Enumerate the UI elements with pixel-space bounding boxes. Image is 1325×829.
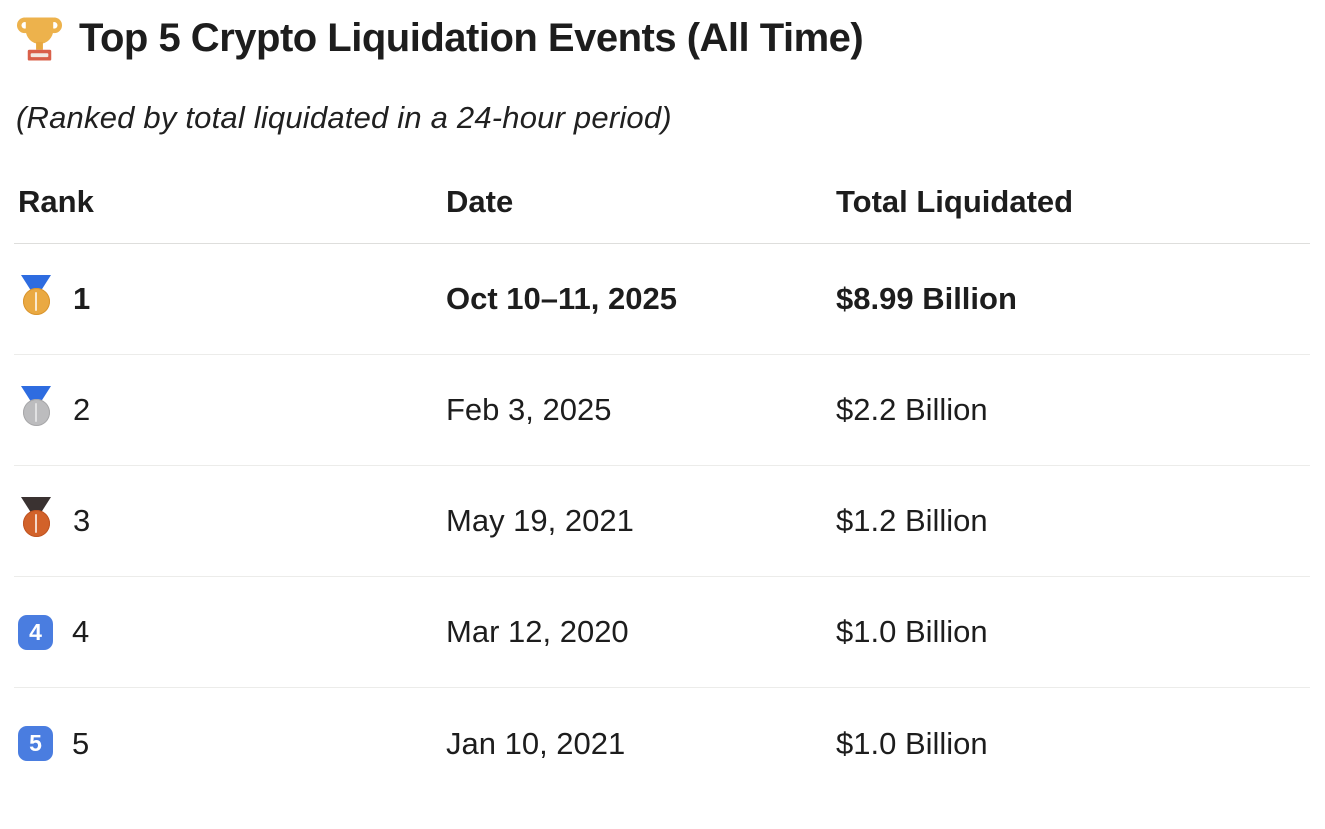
table-row: 2 Feb 3, 2025 $2.2 Billion	[14, 355, 1310, 466]
total-liquidated-value: $2.2 Billion	[836, 392, 988, 427]
rank-value: 2	[73, 392, 91, 427]
date-value: Mar 12, 2020	[446, 614, 629, 649]
date-value: Oct 10–11, 2025	[446, 281, 677, 316]
rank-value: 1	[73, 281, 91, 316]
page: Top 5 Crypto Liquidation Events (All Tim…	[14, 12, 1310, 799]
total-liquidated-value: $1.0 Billion	[836, 725, 988, 761]
table-row: 3 May 19, 2021 $1.2 Billion	[14, 466, 1310, 577]
rank-value: 5	[72, 725, 90, 761]
bronze-medal-icon	[18, 497, 54, 545]
rank-value: 4	[72, 614, 90, 649]
medal-disc	[22, 288, 50, 315]
rank-value: 3	[73, 503, 91, 538]
date-value: Feb 3, 2025	[446, 392, 612, 427]
total-liquidated-value: $1.2 Billion	[836, 503, 988, 538]
blue-number-badge: 4	[18, 614, 53, 650]
table-row: 5 5 Jan 10, 2021 $1.0 Billion	[14, 688, 1310, 799]
page-title-text: Top 5 Crypto Liquidation Events (All Tim…	[79, 16, 864, 60]
medal-disc	[22, 399, 50, 426]
blue-number-badge: 5	[18, 726, 53, 761]
header-total-liquidated: Total Liquidated	[836, 184, 1074, 219]
liquidation-events-table: Rank Date Total Liquidated 1 Oct 10–11, …	[14, 178, 1310, 799]
silver-medal-icon	[18, 386, 54, 434]
trophy-icon	[16, 17, 63, 61]
page-title: Top 5 Crypto Liquidation Events (All Tim…	[14, 12, 1310, 64]
date-value: May 19, 2021	[446, 503, 634, 538]
date-value: Jan 10, 2021	[446, 725, 626, 761]
total-liquidated-value: $8.99 Billion	[836, 281, 1017, 316]
table-row: 1 Oct 10–11, 2025 $8.99 Billion	[14, 244, 1310, 355]
page-subtitle: (Ranked by total liquidated in a 24-hour…	[16, 100, 672, 135]
table-header-row: Rank Date Total Liquidated	[14, 178, 1310, 244]
table-row: 4 4 Mar 12, 2020 $1.0 Billion	[14, 577, 1310, 688]
medal-disc	[22, 510, 50, 537]
header-rank: Rank	[18, 184, 94, 219]
gold-medal-icon	[18, 275, 54, 323]
total-liquidated-value: $1.0 Billion	[836, 614, 988, 649]
header-date: Date	[446, 184, 514, 219]
